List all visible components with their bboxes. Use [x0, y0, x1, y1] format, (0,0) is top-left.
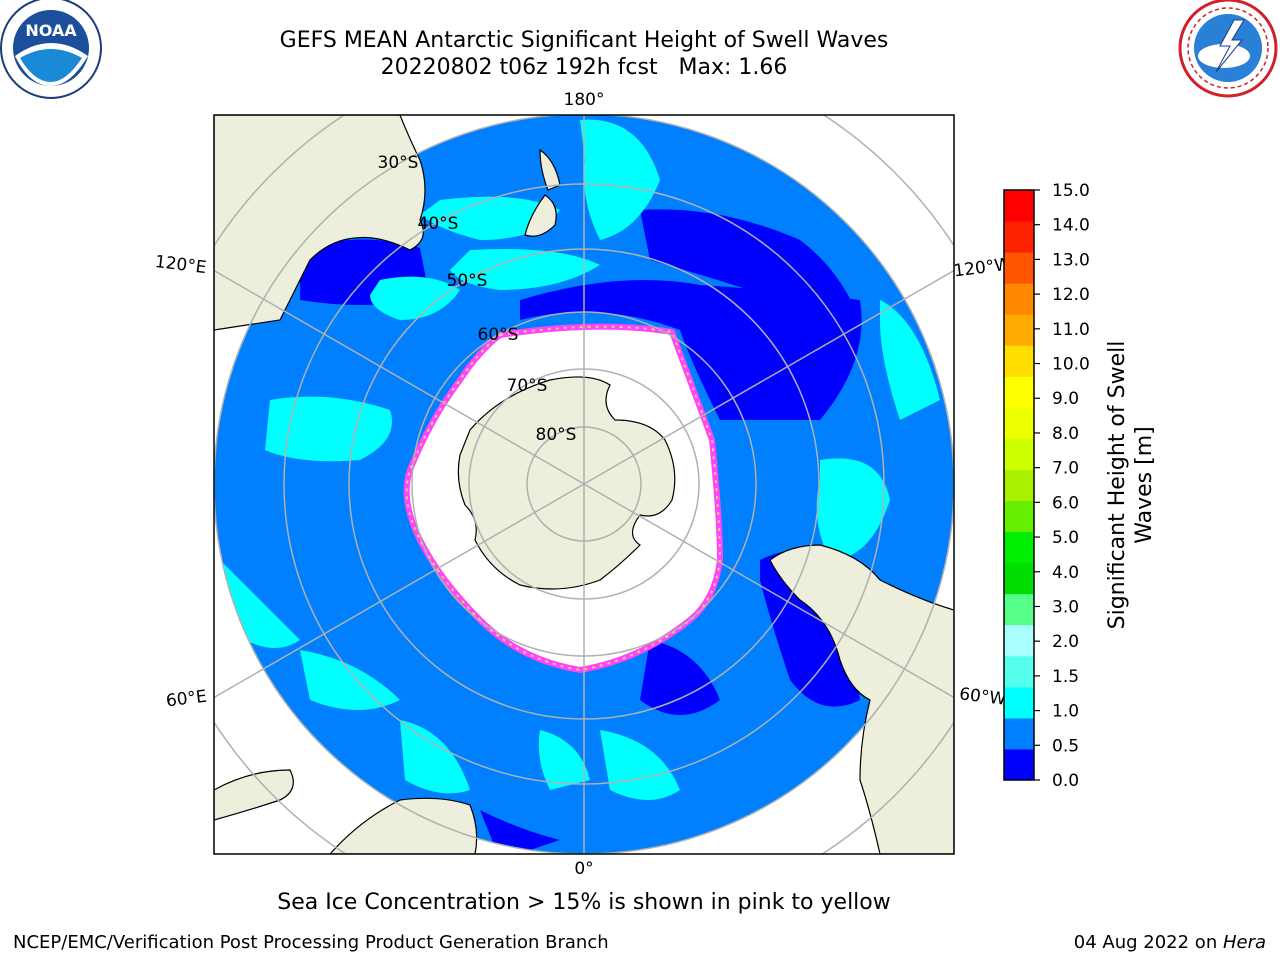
footer-machine: Hera	[1222, 932, 1266, 953]
lon-label-180: 180°	[564, 90, 605, 110]
colorbar-segment	[1004, 624, 1034, 657]
colorbar-tick-label: 11.0	[1052, 320, 1090, 340]
colorbar-tick-label: 13.0	[1052, 250, 1090, 270]
colorbar-segment	[1004, 593, 1034, 626]
footer-date: 04 Aug 2022 on	[1073, 932, 1223, 953]
colorbar-tick-label: 1.0	[1052, 702, 1079, 722]
colorbar-tick-label: 8.0	[1052, 424, 1079, 444]
sea-ice-caption: Sea Ice Concentration > 15% is shown in …	[277, 890, 891, 915]
colorbar-segment	[1004, 221, 1034, 253]
lon-label-120e: 120°E	[154, 252, 208, 278]
australia-land	[214, 115, 426, 331]
colorbar: 0.0 0.5 1.0 1.5 2.0 3.0 4.0 5.0 6.0 7.0 8.0 9.0 10.0…	[1003, 181, 1090, 791]
colorbar-tick-label: 5.0	[1052, 528, 1079, 548]
footer-right: 04 Aug 2022 on Hera	[1074, 932, 1266, 953]
colorbar-segment	[1004, 314, 1034, 346]
swell-band-high	[538, 730, 590, 790]
colorbar-tick-label: 0.5	[1052, 736, 1079, 756]
swell-band-high	[265, 396, 392, 462]
colorbar-tick-label: 6.0	[1052, 493, 1079, 513]
colorbar-segment	[1004, 283, 1034, 315]
noaa-logo: NOAA	[0, 0, 104, 100]
colorbar-segment	[1004, 717, 1034, 750]
colorbar-tick-label: 3.0	[1052, 597, 1079, 617]
colorbar-segment	[1004, 407, 1034, 439]
colorbar-segment	[1004, 469, 1034, 502]
colorbar-segment	[1004, 531, 1034, 564]
colorbar-tick-label: 14.0	[1052, 216, 1090, 236]
colorbar-tick-label: 15.0	[1052, 181, 1090, 201]
map-subtitle: 20220802 t06z 192h fcst Max: 1.66	[380, 55, 788, 80]
lat-label-60s: 60°S	[478, 325, 519, 345]
colorbar-segment	[1004, 562, 1034, 595]
lat-label-40s: 40°S	[418, 214, 459, 234]
new-zealand-land	[524, 148, 561, 237]
colorbar-segment	[1004, 500, 1034, 533]
lon-label-60e: 60°E	[165, 687, 208, 712]
colorbar-segment	[1004, 438, 1034, 470]
colorbar-segment	[1004, 190, 1034, 222]
colorbar-segment	[1004, 655, 1034, 688]
swell-band-high	[420, 196, 560, 240]
swell-band-high	[816, 458, 890, 560]
swell-band-high	[580, 119, 660, 240]
swell-band-low	[640, 640, 720, 715]
colorbar-tick-label: 1.5	[1052, 667, 1079, 687]
swell-band-low	[640, 209, 860, 320]
colorbar-segment	[1004, 376, 1034, 408]
colorbar-tick-label: 2.0	[1052, 632, 1079, 652]
nws-logo	[1176, 0, 1280, 100]
colorbar-frame	[1003, 189, 1035, 781]
africa-land	[214, 769, 478, 854]
colorbar-segment	[1004, 252, 1034, 284]
colorbar-label-line2: Waves [m]	[1132, 426, 1157, 543]
colorbar-segment	[1004, 345, 1034, 377]
map-area	[214, 115, 954, 854]
colorbar-tick-label: 10.0	[1052, 355, 1090, 375]
lat-label-30s: 30°S	[378, 153, 419, 173]
swell-band-high	[370, 276, 460, 320]
colorbar-segment	[1004, 686, 1034, 719]
lat-label-70s: 70°S	[507, 376, 548, 396]
swell-band-high	[450, 249, 600, 290]
colorbar-tick-label: 0.0	[1052, 771, 1079, 791]
colorbar-tick-label: 7.0	[1052, 459, 1079, 479]
colorbar-label-line1: Significant Height of Swell	[1105, 341, 1130, 630]
swell-band-high	[300, 650, 400, 710]
meridian-lines	[214, 115, 954, 854]
antarctica-land	[457, 376, 676, 590]
map-frame	[213, 114, 955, 855]
colorbar-segment	[1004, 748, 1034, 781]
colorbar-tick-label: 4.0	[1052, 563, 1079, 583]
noaa-logo-text: NOAA	[25, 21, 77, 40]
lon-label-60w: 60°W	[958, 684, 1007, 710]
swell-band-high	[880, 300, 940, 420]
lat-label-50s: 50°S	[447, 271, 488, 291]
colorbar-tick-label: 12.0	[1052, 285, 1090, 305]
footer-left: NCEP/EMC/Verification Post Processing Pr…	[13, 932, 609, 953]
map-title: GEFS MEAN Antarctic Significant Height o…	[279, 28, 889, 53]
swell-band-high	[400, 720, 470, 794]
lon-label-0: 0°	[574, 859, 593, 879]
lat-label-80s: 80°S	[536, 425, 577, 445]
colorbar-tick-label: 9.0	[1052, 389, 1079, 409]
